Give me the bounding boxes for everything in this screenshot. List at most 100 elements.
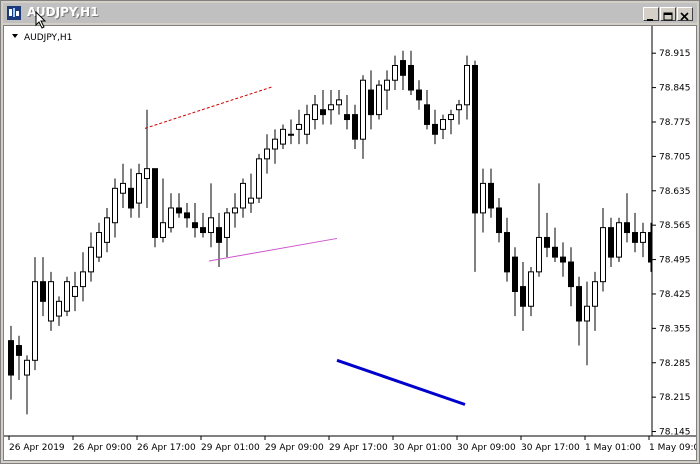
candle-body bbox=[240, 182, 246, 209]
candle-body bbox=[120, 182, 126, 194]
candle-body bbox=[464, 64, 470, 106]
minimize-button[interactable] bbox=[643, 7, 659, 21]
candle-body bbox=[32, 281, 38, 361]
candle-body bbox=[272, 138, 278, 150]
candle-body bbox=[112, 187, 118, 224]
price-tick-label: 78.845 bbox=[659, 84, 691, 94]
candle-body bbox=[200, 227, 206, 234]
time-tick-label: 30 Apr 01:00 bbox=[393, 443, 452, 453]
candle-body bbox=[24, 359, 30, 376]
price-tick-label: 78.425 bbox=[659, 290, 691, 300]
price-tick-label: 78.215 bbox=[659, 393, 691, 403]
candle-body bbox=[312, 104, 318, 121]
price-tick-label: 78.285 bbox=[659, 359, 691, 369]
candle-body bbox=[608, 227, 614, 258]
candle-body bbox=[416, 89, 422, 101]
candle-body bbox=[40, 281, 46, 302]
candle-body bbox=[328, 104, 334, 111]
candle-body bbox=[176, 207, 182, 214]
candle-body bbox=[600, 227, 606, 283]
candle-body bbox=[8, 340, 14, 376]
candle-body bbox=[504, 232, 510, 273]
time-tick-label: 1 May 09:00 bbox=[649, 443, 696, 453]
candle-body bbox=[480, 182, 486, 214]
candle-body bbox=[624, 222, 630, 234]
candle-body bbox=[681, 198, 686, 203]
candle-body bbox=[360, 79, 366, 140]
time-tick-label: 29 Apr 17:00 bbox=[329, 443, 388, 453]
maximize-icon bbox=[663, 12, 673, 21]
time-tick-label: 1 May 01:00 bbox=[585, 443, 641, 453]
close-icon bbox=[680, 12, 689, 21]
candle-body bbox=[544, 236, 550, 248]
candle-body bbox=[96, 232, 102, 258]
candle-body bbox=[368, 89, 374, 116]
candle-body bbox=[72, 286, 78, 297]
candle-body bbox=[136, 173, 142, 204]
candle-body bbox=[144, 168, 150, 179]
candle-body bbox=[392, 64, 398, 81]
candle-body bbox=[584, 305, 590, 322]
candle-body bbox=[288, 133, 294, 136]
maximize-button[interactable] bbox=[660, 7, 676, 21]
candle-body bbox=[376, 84, 382, 116]
candle-body bbox=[560, 256, 566, 263]
candle-body bbox=[88, 246, 94, 273]
candle-body bbox=[384, 79, 390, 91]
candle-body bbox=[536, 236, 542, 273]
candle-body bbox=[304, 114, 310, 135]
candle-body bbox=[400, 60, 406, 76]
candle-body bbox=[640, 232, 646, 243]
trend-line[interactable] bbox=[144, 86, 274, 129]
candle-body bbox=[520, 286, 526, 307]
candle-body bbox=[552, 246, 558, 258]
candle-body bbox=[344, 114, 350, 121]
candle-body bbox=[232, 207, 238, 214]
symbol-dropdown-icon[interactable] bbox=[12, 34, 18, 38]
close-button[interactable] bbox=[677, 7, 693, 21]
candle-body bbox=[568, 261, 574, 288]
price-tick-label: 78.635 bbox=[659, 187, 691, 197]
candle-body bbox=[648, 232, 652, 263]
candle-body bbox=[280, 128, 286, 145]
candle-body bbox=[496, 207, 502, 234]
candle-body bbox=[264, 148, 270, 160]
candle-body bbox=[320, 109, 326, 116]
mouse-cursor-icon bbox=[35, 11, 47, 29]
candle-body bbox=[408, 64, 414, 91]
candle-body bbox=[256, 158, 262, 199]
candle-body bbox=[673, 198, 678, 218]
symbol-label: AUDJPY,H1 bbox=[24, 33, 72, 43]
candle-body bbox=[424, 104, 430, 125]
time-tick-label: 26 Apr 2019 bbox=[9, 443, 65, 453]
candle-body bbox=[104, 217, 110, 243]
time-tick-label: 29 Apr 09:00 bbox=[265, 443, 324, 453]
candle-body bbox=[632, 232, 638, 243]
price-tick-label: 78.145 bbox=[659, 428, 691, 438]
candle-body bbox=[472, 64, 478, 214]
candle-body bbox=[352, 114, 358, 140]
candle-body bbox=[336, 99, 342, 106]
chart-area[interactable]: AUDJPY,H1 78.915 78.845 78.775 78.705 78.635 7… bbox=[3, 25, 700, 461]
chart-app-icon bbox=[7, 6, 21, 20]
price-tick-label: 78.495 bbox=[659, 256, 691, 266]
time-tick-label: 30 Apr 09:00 bbox=[457, 443, 516, 453]
price-tick-label: 78.705 bbox=[659, 152, 691, 162]
price-tick-label: 78.915 bbox=[659, 49, 691, 59]
candle-body bbox=[576, 286, 582, 322]
minimize-icon bbox=[647, 19, 653, 21]
candle-body bbox=[152, 168, 158, 238]
candle-body bbox=[592, 281, 598, 307]
candlestick-chart[interactable]: AUDJPY,H1 78.915 78.845 78.775 78.705 78.635 7… bbox=[4, 26, 700, 460]
title-bar[interactable]: AUDJPY,H1 bbox=[3, 3, 697, 23]
candle-body bbox=[128, 187, 134, 209]
trend-line[interactable] bbox=[208, 237, 338, 262]
trend-line[interactable] bbox=[336, 358, 466, 406]
candle-body bbox=[208, 217, 214, 234]
candle-body bbox=[296, 123, 302, 130]
candle-body bbox=[216, 227, 222, 243]
time-tick-label: 26 Apr 17:00 bbox=[137, 443, 196, 453]
candle-body bbox=[192, 222, 198, 229]
candle-body bbox=[160, 222, 166, 238]
